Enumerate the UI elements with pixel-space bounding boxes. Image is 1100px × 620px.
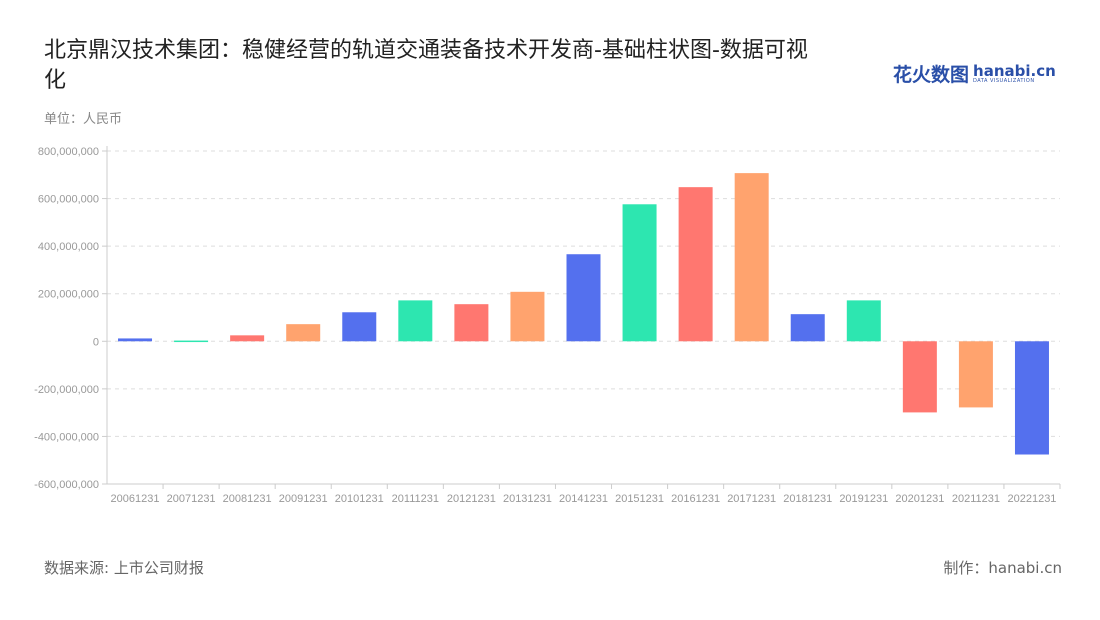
data-source: 数据来源: 上市公司财报 <box>44 559 204 577</box>
y-tick-label: 600,000,000 <box>38 194 99 206</box>
x-tick-label: 20221231 <box>1007 493 1056 505</box>
y-tick-label: -200,000,000 <box>34 384 99 396</box>
y-tick-label: -400,000,000 <box>34 431 99 443</box>
bar-20121231 <box>454 304 489 342</box>
logo-en: hanabi.cn <box>973 61 1056 80</box>
y-tick-label: 400,000,000 <box>38 241 99 253</box>
bar-20221231 <box>1014 341 1049 455</box>
bar-20071231 <box>174 340 209 343</box>
x-tick-label: 20111231 <box>392 493 439 505</box>
x-tick-label: 20091231 <box>279 493 328 505</box>
bar-20191231 <box>846 300 881 342</box>
x-tick-label: 20061231 <box>111 493 160 505</box>
x-tick-label: 20071231 <box>167 493 216 505</box>
bar-20101231 <box>342 312 377 342</box>
logo-cn: 花火数图 <box>893 64 970 86</box>
x-tick-label: 20121231 <box>447 493 496 505</box>
x-tick-label: 20141231 <box>559 493 608 505</box>
bar-20091231 <box>286 324 321 342</box>
y-tick-label: 0 <box>93 336 99 348</box>
bar-20061231 <box>118 338 153 342</box>
logo-tagline: DATA VISUALIZATION <box>973 77 1035 84</box>
y-tick-label: 800,000,000 <box>38 146 99 158</box>
y-tick-label: 200,000,000 <box>38 289 99 301</box>
unit-label: 单位：人民币 <box>44 112 123 127</box>
y-tick-label: -600,000,000 <box>34 479 99 491</box>
bar-20151231 <box>622 204 657 342</box>
x-tick-label: 20161231 <box>671 493 720 505</box>
x-tick-label: 20211231 <box>952 493 1000 505</box>
x-tick-label: 20171231 <box>727 493 776 505</box>
bar-20081231 <box>230 335 265 342</box>
bar-20201231 <box>902 341 937 413</box>
x-tick-label: 20081231 <box>223 493 272 505</box>
bar-20131231 <box>510 291 545 342</box>
bar-20181231 <box>790 314 825 342</box>
chart-title: 北京鼎汉技术集团：稳健经营的轨道交通装备技术开发商-基础柱状图-数据可视化 <box>44 38 808 93</box>
x-tick-label: 20131231 <box>503 493 552 505</box>
x-tick-label: 20201231 <box>895 493 944 505</box>
x-tick-label: 20181231 <box>783 493 832 505</box>
bar-20211231 <box>958 341 993 408</box>
bar-20161231 <box>678 187 713 342</box>
x-tick-label: 20101231 <box>335 493 384 505</box>
bar-20111231 <box>398 300 433 342</box>
x-tick-label: 20191231 <box>839 493 888 505</box>
x-tick-label: 20151231 <box>615 493 664 505</box>
credit: 制作：hanabi.cn <box>943 559 1062 577</box>
bar-20141231 <box>566 254 601 342</box>
bar-20171231 <box>734 173 769 342</box>
hanabi-logo: 花火数图 hanabi.cn DATA VISUALIZATION <box>893 60 1056 87</box>
